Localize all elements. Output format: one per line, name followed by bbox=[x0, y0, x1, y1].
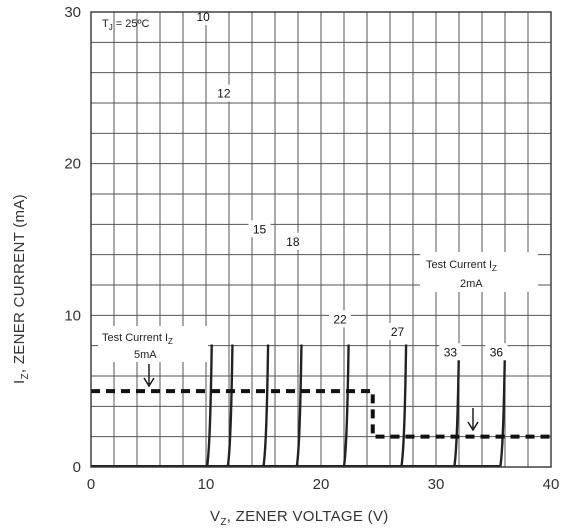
curve-label-10: 10 bbox=[196, 10, 210, 24]
x-axis-title: VZ, ZENER VOLTAGE (V) bbox=[210, 508, 389, 528]
curve-label-bg bbox=[212, 84, 235, 102]
y-tick-label: 0 bbox=[73, 459, 81, 476]
x-tick-label: 0 bbox=[87, 476, 95, 493]
zener-curve-27 bbox=[91, 344, 408, 468]
y-tick-label: 10 bbox=[64, 307, 81, 324]
test-current-left-label: Test Current IZ bbox=[102, 332, 173, 346]
curve-labels: 10 12 15 18 22 27 33 36 bbox=[192, 8, 508, 361]
curve-label-36: 36 bbox=[490, 345, 504, 359]
curve-label-15: 15 bbox=[253, 222, 267, 236]
series-layer bbox=[91, 344, 507, 468]
curve-label-bg bbox=[386, 322, 409, 340]
x-tick-label: 20 bbox=[313, 476, 330, 493]
curve-label-33: 33 bbox=[444, 345, 458, 359]
curve-label-18: 18 bbox=[286, 235, 300, 249]
curve-label-bg bbox=[248, 220, 271, 238]
zener-curve-22 bbox=[91, 344, 350, 468]
curve-label-bg bbox=[281, 232, 304, 250]
curve-label-bg bbox=[439, 343, 462, 361]
test-current-dashed-line bbox=[91, 389, 551, 439]
curve-label-bg bbox=[329, 310, 351, 328]
zener-curve-18 bbox=[91, 344, 303, 468]
test-current-lines bbox=[91, 389, 551, 439]
y-tick-label: 30 bbox=[64, 4, 81, 21]
curve-label-22: 22 bbox=[333, 312, 347, 326]
plot-frame bbox=[90, 11, 552, 468]
x-tick-label: 30 bbox=[428, 476, 445, 493]
temperature-annotation: TJ = 25ºC bbox=[102, 18, 150, 32]
test-current-left-value: 5mA bbox=[134, 349, 157, 361]
test-current-right-arrow bbox=[467, 408, 479, 432]
test-current-right-value: 2mA bbox=[460, 278, 483, 290]
test-current-left-bg bbox=[98, 326, 208, 362]
grid bbox=[91, 12, 551, 467]
y-axis-title: IZ, ZENER CURRENT (mA) bbox=[11, 194, 31, 384]
x-tick-label: 10 bbox=[198, 476, 215, 493]
test-current-right-label: Test Current IZ bbox=[426, 259, 497, 273]
zener-curve-15 bbox=[91, 344, 270, 468]
x-tick-label: 40 bbox=[543, 476, 560, 493]
zener-curve-36 bbox=[91, 344, 507, 468]
curve-label-bg bbox=[485, 343, 508, 361]
tick-labels: 0 10 20 30 40 0 10 20 30 bbox=[64, 4, 559, 493]
curve-label-12: 12 bbox=[217, 87, 231, 101]
test-current-right-bg bbox=[420, 252, 538, 292]
curve-label-27: 27 bbox=[391, 325, 405, 339]
zener-curve-10 bbox=[91, 344, 213, 468]
y-tick-label: 20 bbox=[64, 156, 81, 173]
test-current-left-arrow bbox=[143, 364, 155, 388]
